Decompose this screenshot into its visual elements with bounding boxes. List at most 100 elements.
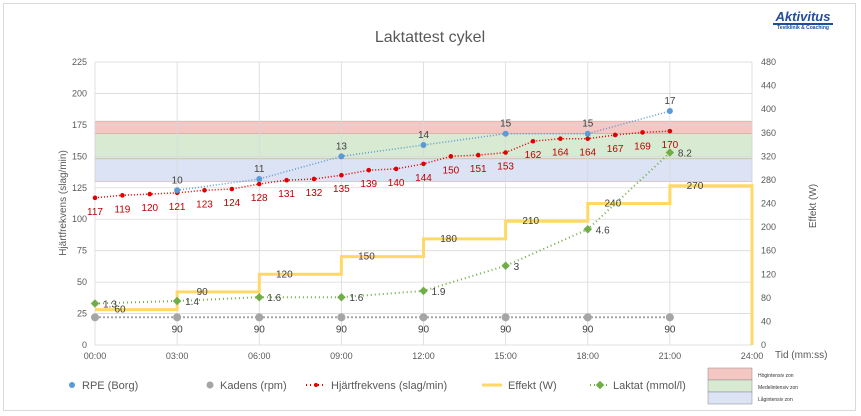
x-tick-label: 18:00 [576, 351, 599, 361]
hf-point [366, 167, 372, 173]
zone-legend-low-swatch [707, 391, 753, 405]
rpe-point [174, 187, 181, 194]
kadens-data-label: 90 [336, 324, 348, 335]
kadens-point [91, 313, 99, 322]
hf-point [202, 187, 207, 193]
legend-rpe-marker [69, 382, 75, 388]
hf-point [558, 136, 563, 142]
legend-effekt-label: Effekt (W) [508, 380, 557, 392]
x-tick-label: 12:00 [412, 351, 435, 361]
y-right-tick-label: 160 [761, 246, 776, 256]
hf-series-line [94, 130, 670, 199]
kadens-point [665, 313, 674, 322]
rpe-data-label: 17 [664, 96, 676, 107]
x-axis-label: Tid (mm:ss) [775, 350, 827, 361]
kadens-point [255, 313, 264, 322]
kadens-point [583, 313, 592, 322]
x-tick-label: 21:00 [659, 351, 682, 361]
hf-data-label: 128 [251, 193, 268, 204]
brand-logo-name: Aktivitus [775, 9, 831, 24]
legend: RPE (Borg) Kadens (rpm) Hjärtfrekvens (s… [69, 380, 686, 392]
legend-kadens-label: Kadens (rpm) [220, 380, 287, 392]
effekt-data-label: 270 [687, 181, 704, 192]
legend-item-laktat[interactable]: Laktat (mmol/l) [590, 380, 686, 392]
x-tick-label: 15:00 [494, 351, 517, 361]
y-axis-right-label: Effekt (W) [808, 184, 819, 228]
hf-data-label: 170 [662, 140, 679, 151]
hf-point [530, 138, 536, 144]
hf-data-label: 140 [388, 178, 405, 189]
legend-item-hf[interactable]: Hjärtfrekvens (slag/min) [306, 380, 447, 392]
hf-data-label: 131 [278, 189, 295, 200]
hf-data-label: 120 [141, 203, 158, 214]
laktat-data-label: 1.6 [267, 293, 281, 304]
hf-point [229, 186, 235, 192]
laktat-data-label: 1.4 [185, 297, 199, 308]
hf-point [339, 172, 344, 178]
laktat-point [172, 296, 182, 306]
laktat-point [419, 286, 428, 296]
hf-data-label: 164 [579, 148, 596, 159]
effekt-data-label: 180 [440, 234, 457, 245]
hf-point [475, 152, 481, 158]
hf-data-label: 135 [333, 184, 350, 195]
rpe-point [420, 142, 427, 149]
kadens-data-label: 90 [172, 324, 184, 335]
y-left-tick-label: 200 [72, 88, 87, 98]
chart-title: Laktattest cykel [375, 29, 485, 46]
kadens-point [173, 313, 182, 322]
y-left-tick-label: 175 [72, 120, 87, 130]
laktat-data-label: 1.6 [349, 293, 363, 304]
legend-item-kadens[interactable]: Kadens (rpm) [206, 380, 287, 392]
hf-point [92, 195, 98, 201]
rpe-data-label: 13 [336, 141, 348, 152]
rpe-point [666, 108, 673, 115]
zone-legend-low-label: Lågintensiv zon [758, 396, 793, 403]
x-tick-label: 06:00 [248, 351, 271, 361]
hf-data-label: 132 [306, 188, 323, 199]
hf-data-label: 124 [224, 198, 241, 209]
effekt-series-line [95, 184, 754, 345]
hf-point [503, 150, 508, 155]
legend-item-rpe[interactable]: RPE (Borg) [69, 380, 138, 392]
laktat-data-label: 1.9 [432, 287, 446, 298]
rpe-data-label: 14 [418, 130, 430, 141]
rpe-data-label: 15 [582, 119, 594, 130]
y-right-tick-label: 440 [761, 81, 776, 91]
x-tick-label: 03:00 [166, 351, 189, 361]
kadens-data-label: 90 [500, 324, 512, 335]
hf-point [120, 193, 125, 198]
kadens-data-label: 90 [254, 324, 266, 335]
laktat-data-label: 4.6 [596, 225, 610, 236]
hf-data-label: 123 [196, 199, 213, 210]
rpe-data-label: 10 [172, 175, 184, 186]
hf-data-label: 150 [443, 165, 460, 176]
kadens-point [337, 313, 346, 322]
laktat-point [337, 292, 346, 302]
y-left-tick-label: 225 [72, 57, 87, 67]
legend-item-effekt[interactable]: Effekt (W) [482, 380, 557, 392]
y-left-tick-label: 25 [77, 309, 87, 319]
chart-frame [3, 3, 856, 411]
y-left-tick-label: 75 [77, 246, 87, 256]
hf-point [448, 154, 454, 159]
y-left-tick-label: 50 [77, 277, 87, 287]
y-right-tick-label: 40 [761, 316, 771, 326]
kadens-data-label: 90 [418, 324, 430, 335]
x-tick-label: 24:00 [741, 351, 764, 361]
laktat-data-label: 8.2 [678, 149, 692, 160]
hf-data-label: 162 [525, 150, 542, 161]
hf-point [284, 177, 289, 183]
legend-laktat-marker [595, 380, 605, 390]
hf-data-label: 151 [470, 164, 487, 175]
kadens-data-label: 90 [582, 324, 594, 335]
y-right-tick-label: 240 [761, 199, 776, 209]
legend-hf-label: Hjärtfrekvens (slag/min) [331, 380, 447, 392]
legend-laktat-label: Laktat (mmol/l) [613, 380, 686, 392]
laktat-point [90, 299, 100, 308]
hf-point [421, 161, 426, 167]
y-right-tick-label: 200 [761, 222, 776, 232]
y-right-tick-label: 80 [761, 293, 771, 303]
effekt-data-label: 150 [358, 252, 375, 263]
